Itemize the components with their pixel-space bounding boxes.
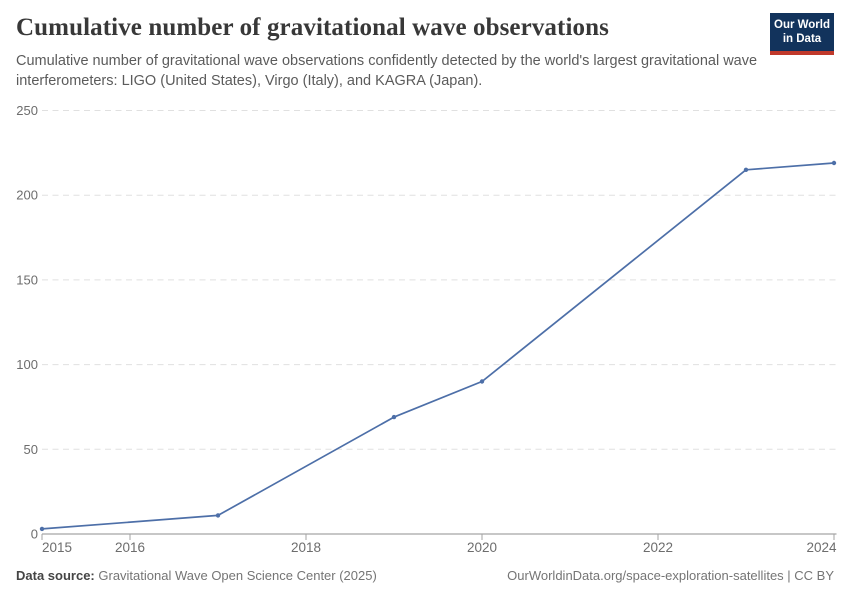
page-title: Cumulative number of gravitational wave … [16, 14, 609, 41]
data-source-value: Gravitational Wave Open Science Center (… [98, 568, 377, 583]
owid-logo-line1: Our World [774, 19, 831, 31]
owid-logo-accent-bar [770, 50, 834, 55]
x-axis-tick-label: 2018 [291, 540, 321, 555]
data-line [41, 162, 835, 530]
data-point [391, 414, 397, 420]
y-axis-tick-label: 200 [16, 188, 38, 203]
x-axis-tick-label: 2020 [467, 540, 497, 555]
data-point [743, 167, 749, 172]
chart-subtitle: Cumulative number of gravitational wave … [16, 52, 758, 90]
line-chart: 0 50 100 150 200 250 2015 2016 2018 2020 2022 2024 [16, 103, 837, 555]
chart-header: Cumulative number of gravitational wave … [16, 14, 760, 91]
data-source: Data source: Gravitational Wave Open Sci… [16, 568, 377, 583]
attribution[interactable]: OurWorldinData.org/space-exploration-sat… [507, 568, 834, 583]
x-axis-tick-label: 2016 [115, 540, 145, 555]
y-axis-tick-label: 150 [16, 272, 38, 287]
x-axis-tick-label: 2015 [42, 540, 72, 555]
data-point [215, 513, 221, 518]
data-point [479, 379, 485, 384]
x-axis-tick-label: 2022 [643, 540, 673, 555]
owid-logo-box: Our World in Data [770, 13, 834, 51]
owid-logo-line2: in Data [782, 33, 822, 46]
data-source-label: Data source: [16, 568, 95, 583]
y-axis-tick-label: 0 [31, 527, 38, 542]
y-axis-tick-label: 100 [16, 357, 38, 372]
y-axis-tick-label: 50 [24, 442, 38, 457]
x-axis-tick-label: 2024 [806, 540, 837, 555]
data-point [39, 526, 45, 532]
y-axis-tick-label: 250 [16, 103, 38, 118]
owid-logo: Our World in Data [770, 13, 834, 55]
chart-footer: Data source: Gravitational Wave Open Sci… [16, 568, 834, 583]
data-point [831, 160, 837, 166]
